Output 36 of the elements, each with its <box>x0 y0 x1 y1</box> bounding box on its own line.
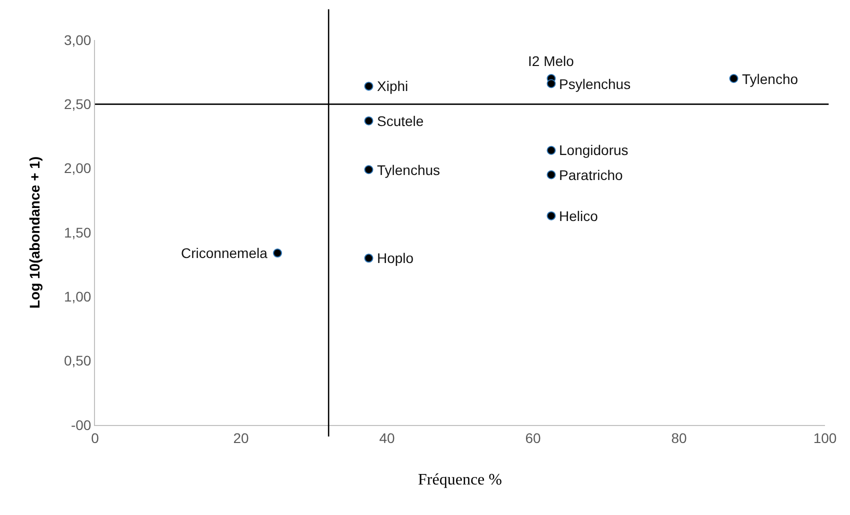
point <box>546 79 556 88</box>
x-axis-title: Fréquence % <box>418 472 502 488</box>
annotation: Psylenchus <box>559 76 631 92</box>
annotation: Xiphi <box>377 78 408 94</box>
point <box>364 165 374 174</box>
point <box>546 146 556 155</box>
annotation: Longidorus <box>559 142 628 158</box>
annotation: Helico <box>559 208 598 224</box>
annotation: Paratricho <box>559 167 624 183</box>
y-tick-label: 2,00 <box>64 160 92 176</box>
annotation: I2 Melo <box>528 53 574 69</box>
point <box>729 74 738 83</box>
x-tick-label: 100 <box>813 430 837 446</box>
y-tick-label: 3,00 <box>64 32 92 48</box>
point <box>273 248 282 258</box>
y-tick-label: 1,50 <box>64 224 92 240</box>
x-tick-label: 20 <box>233 430 249 446</box>
point <box>546 170 556 180</box>
point <box>364 82 374 91</box>
point <box>364 116 374 126</box>
x-tick-label: 60 <box>525 430 541 446</box>
x-tick-label: 80 <box>671 430 687 446</box>
y-tick-label: 1,00 <box>64 288 92 305</box>
point <box>364 254 374 263</box>
annotation: Tylencho <box>742 71 798 87</box>
y-axis-title: Log 10(abondance + 1) <box>26 156 43 309</box>
annotation: Hoplo <box>377 250 414 266</box>
annotation: Criconnemela <box>181 245 268 261</box>
y-tick-label: -00 <box>70 416 92 433</box>
annotation: Tylenchus <box>377 162 440 178</box>
x-tick-label: 0 <box>91 430 100 446</box>
annotation: Scutele <box>377 113 424 129</box>
point <box>546 211 556 220</box>
y-tick-label: 2,50 <box>64 96 92 112</box>
y-tick-label: 0,50 <box>64 352 92 369</box>
x-tick-label: 40 <box>379 430 395 446</box>
